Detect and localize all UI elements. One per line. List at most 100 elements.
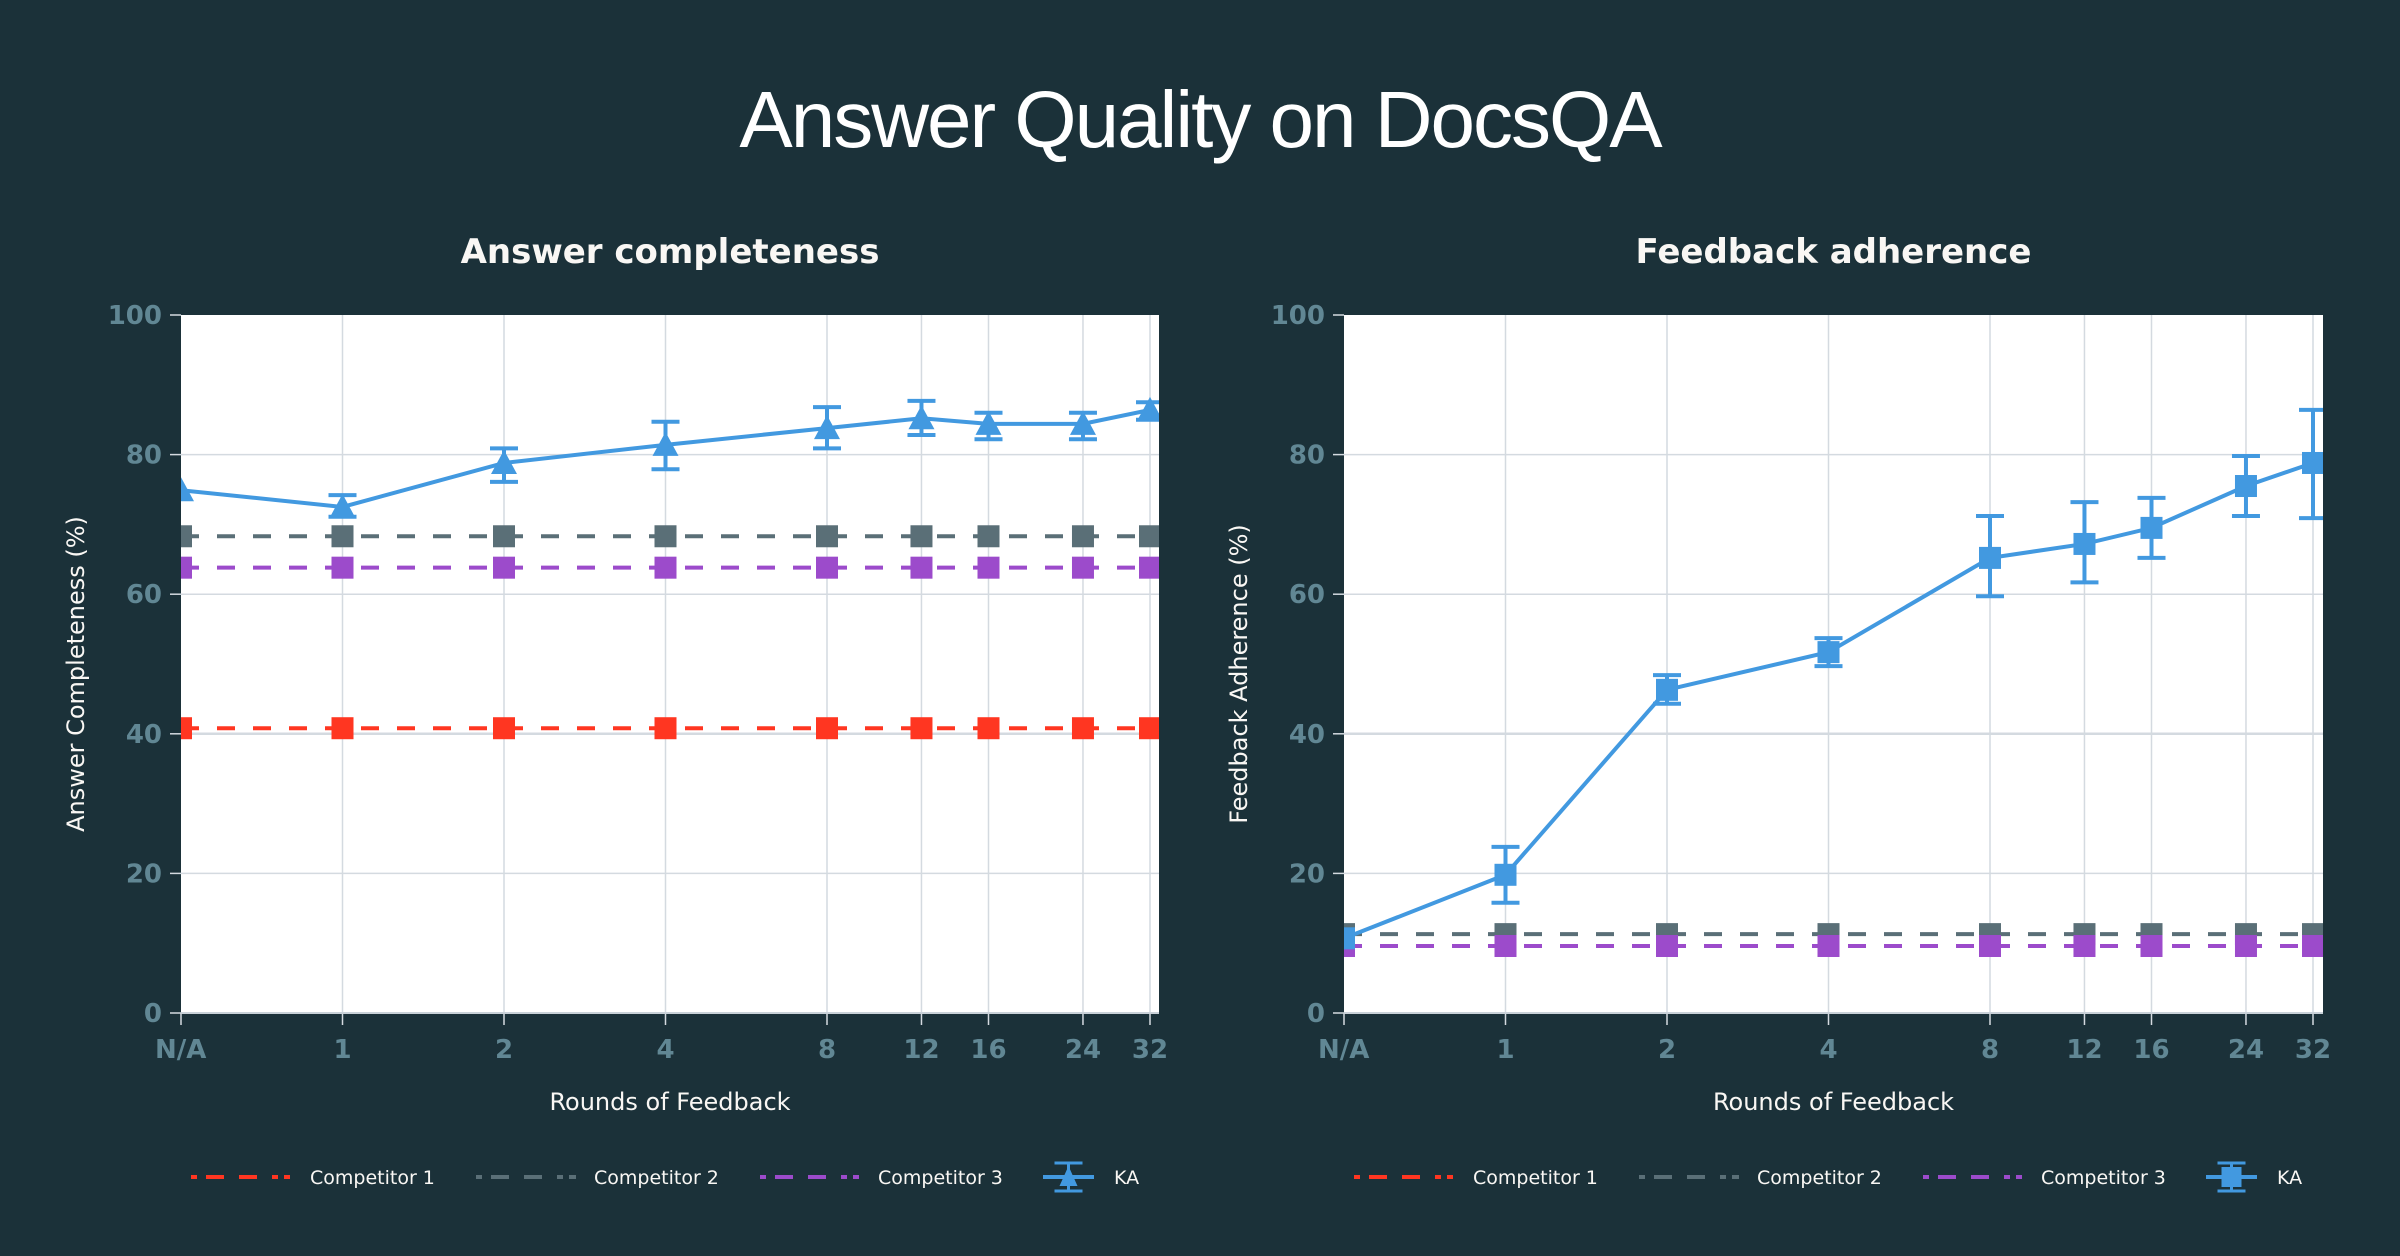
data-point-marker — [1071, 717, 1094, 740]
main-title: Answer Quality on DocsQA — [739, 75, 1662, 164]
data-point-marker — [977, 556, 1000, 579]
data-point-marker — [910, 556, 933, 579]
y-tick-label: 20 — [126, 859, 162, 889]
y-tick-label: 60 — [1289, 580, 1325, 610]
data-point-marker — [2302, 451, 2323, 474]
x-tick-label: 16 — [970, 1035, 1006, 1065]
data-point-marker — [977, 717, 1000, 740]
data-point-marker — [1139, 717, 1159, 740]
x-tick-label: 1 — [333, 1035, 351, 1065]
data-point-marker — [181, 525, 192, 548]
x-tick-label: 4 — [656, 1035, 674, 1065]
data-point-marker — [1817, 641, 1840, 664]
x-tick-label: 16 — [2133, 1035, 2169, 1065]
data-point-marker — [1979, 934, 2001, 957]
series-competitor-3 — [1344, 934, 2323, 957]
x-tick-label: N/A — [155, 1035, 206, 1065]
data-point-marker — [493, 525, 515, 548]
data-point-marker — [816, 717, 838, 740]
data-point-marker — [1979, 546, 2001, 569]
data-point-marker — [181, 717, 192, 740]
legend-item-ka: KA — [2206, 1161, 2302, 1193]
data-point-marker — [1344, 927, 1355, 950]
y-tick-label: 0 — [144, 999, 162, 1029]
chart-title: Feedback adherence — [1636, 232, 2032, 272]
data-point-marker — [816, 525, 838, 548]
data-point-marker — [493, 717, 515, 740]
legend-label: Competitor 3 — [878, 1167, 1003, 1189]
data-point-marker — [2234, 475, 2257, 498]
data-point-marker — [814, 415, 840, 440]
legend-label: Competitor 3 — [2041, 1167, 2166, 1189]
x-tick-label: 1 — [1496, 1035, 1514, 1065]
series-ka — [181, 396, 1159, 519]
legend-item-ka: KA — [1043, 1161, 1139, 1193]
data-point-marker — [908, 405, 935, 430]
series-competitor-2 — [181, 525, 1159, 548]
x-tick-label: 4 — [1819, 1035, 1837, 1065]
legend-item-competitor-2: Competitor 2 — [1639, 1167, 1882, 1189]
series-competitor-1 — [181, 717, 1159, 740]
y-tick-label: 0 — [1307, 999, 1325, 1029]
data-point-marker — [816, 556, 838, 579]
data-point-marker — [1494, 934, 1517, 957]
data-point-marker — [1494, 863, 1517, 886]
legend-label: KA — [2277, 1167, 2302, 1189]
data-point-marker — [2234, 934, 2257, 957]
legend-label: Competitor 2 — [594, 1167, 719, 1189]
data-point-marker — [1069, 410, 1096, 435]
x-tick-label: 24 — [2228, 1035, 2264, 1065]
series-ka — [1344, 407, 2323, 950]
data-point-marker — [493, 556, 515, 579]
legend-item-competitor-3: Competitor 3 — [1923, 1167, 2166, 1189]
x-tick-label: 24 — [1065, 1035, 1101, 1065]
data-point-marker — [1139, 556, 1159, 579]
legend-item-competitor-3: Competitor 3 — [760, 1167, 1003, 1189]
plot-area — [181, 315, 1159, 1013]
x-tick-label: 12 — [2066, 1035, 2102, 1065]
data-point-marker — [1071, 556, 1094, 579]
data-point-marker — [1656, 678, 1678, 701]
data-point-marker — [2073, 934, 2096, 957]
data-point-marker — [654, 556, 677, 579]
x-tick-label: 8 — [1981, 1035, 1999, 1065]
x-tick-label: 32 — [1132, 1035, 1168, 1065]
data-point-marker — [975, 410, 1002, 435]
x-tick-label: 32 — [2295, 1035, 2331, 1065]
data-point-marker — [652, 431, 679, 456]
data-point-marker — [654, 717, 677, 740]
y-tick-label: 100 — [108, 301, 162, 331]
data-point-marker — [654, 525, 677, 548]
x-tick-label: 2 — [1658, 1035, 1676, 1065]
plot-series — [181, 396, 1159, 740]
data-point-marker — [181, 477, 194, 502]
data-point-marker — [331, 525, 354, 548]
legend-label: Competitor 1 — [310, 1167, 435, 1189]
y-tick-label: 100 — [1271, 301, 1325, 331]
y-tick-label: 20 — [1289, 859, 1325, 889]
x-axis-label: Rounds of Feedback — [549, 1088, 790, 1116]
data-point-marker — [329, 493, 356, 518]
legend-item-competitor-1: Competitor 1 — [1354, 1167, 1598, 1189]
legend-triangle-icon — [1059, 1166, 1078, 1186]
data-point-marker — [1137, 396, 1159, 421]
data-point-marker — [910, 525, 933, 548]
chart-title: Answer completeness — [461, 232, 880, 272]
data-point-marker — [910, 717, 933, 740]
data-point-marker — [2140, 516, 2163, 539]
legend-label: Competitor 2 — [1757, 1167, 1882, 1189]
x-tick-label: N/A — [1318, 1035, 1369, 1065]
data-point-marker — [977, 525, 1000, 548]
y-tick-label: 40 — [126, 720, 162, 750]
plot-series — [1344, 407, 2323, 957]
series-competitor-3 — [181, 556, 1159, 579]
data-point-marker — [331, 556, 354, 579]
x-tick-label: 8 — [818, 1035, 836, 1065]
data-point-marker — [2073, 532, 2096, 555]
data-point-marker — [331, 717, 354, 740]
data-point-marker — [2140, 934, 2163, 957]
